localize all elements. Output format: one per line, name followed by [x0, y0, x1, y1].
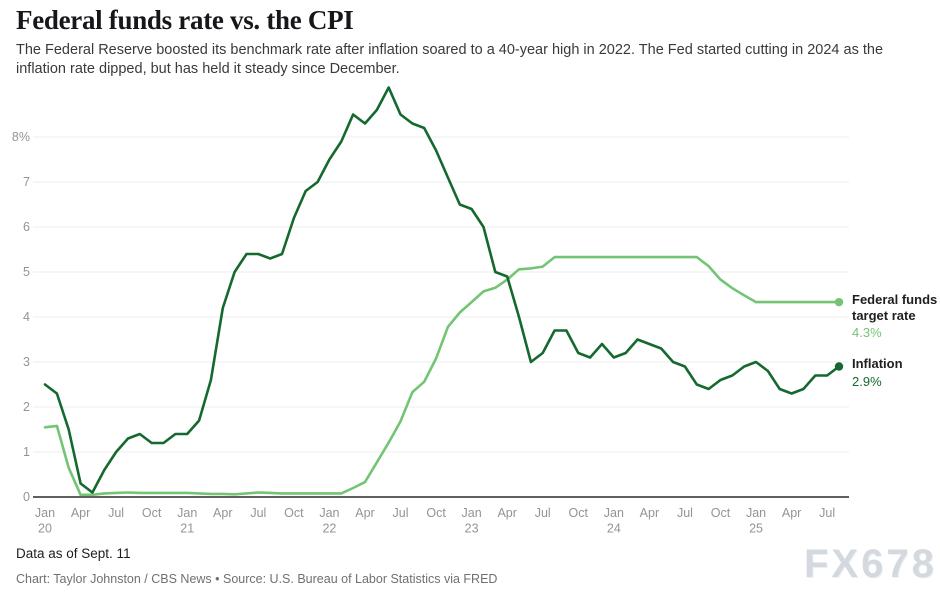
- x-tick-label: Apr: [71, 506, 90, 520]
- x-axis-labels: Jan 20 Apr Jul Oct Jan 21 Apr Jul Oct Jan 22 Apr Jul O…: [35, 506, 835, 536]
- x-tick-year-label: 24: [607, 522, 621, 536]
- x-tick-year-label: 21: [180, 522, 194, 536]
- y-tick-label: 2: [23, 400, 30, 414]
- fed-funds-line-end-dot: [834, 297, 844, 307]
- y-tick-label: 0: [23, 490, 30, 504]
- fed-funds-line: [43, 255, 841, 497]
- y-tick-label: 5: [23, 265, 30, 279]
- x-tick-label: Jul: [108, 506, 124, 520]
- page-title: Federal funds rate vs. the CPI: [16, 5, 354, 35]
- x-tick-label: Apr: [640, 506, 659, 520]
- legend-fed-funds-label-line1: Federal funds: [852, 292, 938, 307]
- data-as-of-note: Data as of Sept. 11: [16, 546, 131, 561]
- x-tick-label: Jan: [35, 506, 55, 520]
- x-tick-label: Jul: [250, 506, 266, 520]
- x-tick-label: Oct: [142, 506, 162, 520]
- x-tick-label: Jan: [319, 506, 339, 520]
- y-gridlines: [33, 136, 849, 453]
- x-tick-label: Oct: [284, 506, 304, 520]
- x-tick-label: Jul: [535, 506, 551, 520]
- y-tick-label: 7: [23, 175, 30, 189]
- x-tick-label: Jan: [462, 506, 482, 520]
- legend-fed-funds-value: 4.3%: [852, 325, 882, 340]
- subtitle-line-1: The Federal Reserve boosted its benchmar…: [16, 42, 884, 58]
- x-tick-label: Apr: [355, 506, 374, 520]
- legend-inflation-label: Inflation: [852, 356, 903, 371]
- x-tick-year-label: 20: [38, 522, 52, 536]
- x-tick-label: Jul: [393, 506, 409, 520]
- x-tick-label: Oct: [711, 506, 731, 520]
- x-tick-label: Jan: [177, 506, 197, 520]
- chart-credit: Chart: Taylor Johnston / CBS News • Sour…: [16, 572, 498, 586]
- x-tick-label: Apr: [782, 506, 801, 520]
- legend-fed-funds-label-line2: target rate: [852, 307, 916, 323]
- fx678-watermark: FX678: [804, 542, 937, 586]
- x-tick-label: Apr: [497, 506, 516, 520]
- x-tick-label: Oct: [569, 506, 589, 520]
- x-tick-year-label: 22: [322, 522, 336, 536]
- x-tick-label: Jan: [604, 506, 624, 520]
- y-tick-label: 1: [23, 445, 30, 459]
- x-tick-label: Jan: [746, 506, 766, 520]
- y-tick-label: 6: [23, 220, 30, 234]
- legend-fed-funds: Federal funds target rate 4.3%: [852, 292, 940, 340]
- inflation-line-end-dot: [834, 362, 844, 371]
- y-tick-label: 3: [23, 355, 30, 369]
- x-tick-year-label: 23: [465, 522, 479, 536]
- x-tick-label: Jul: [677, 506, 693, 520]
- x-tick-label: Oct: [426, 506, 446, 520]
- chart-subtitle: The Federal Reserve boosted its benchmar…: [16, 41, 883, 78]
- inflation-line: [43, 86, 841, 494]
- x-tick-label: Jul: [819, 506, 835, 520]
- x-tick-label: Apr: [213, 506, 232, 520]
- y-tick-label: 8%: [12, 130, 30, 144]
- y-axis-labels: 0 1 2 3 4 5 6 7 8%: [12, 130, 30, 504]
- y-tick-label: 4: [23, 310, 30, 324]
- legend-inflation: Inflation 2.9%: [852, 356, 940, 389]
- legend-inflation-value: 2.9%: [852, 373, 882, 389]
- subtitle-line-2: inflation rate dipped, but has held it s…: [16, 60, 400, 77]
- x-tick-year-label: 25: [749, 522, 763, 536]
